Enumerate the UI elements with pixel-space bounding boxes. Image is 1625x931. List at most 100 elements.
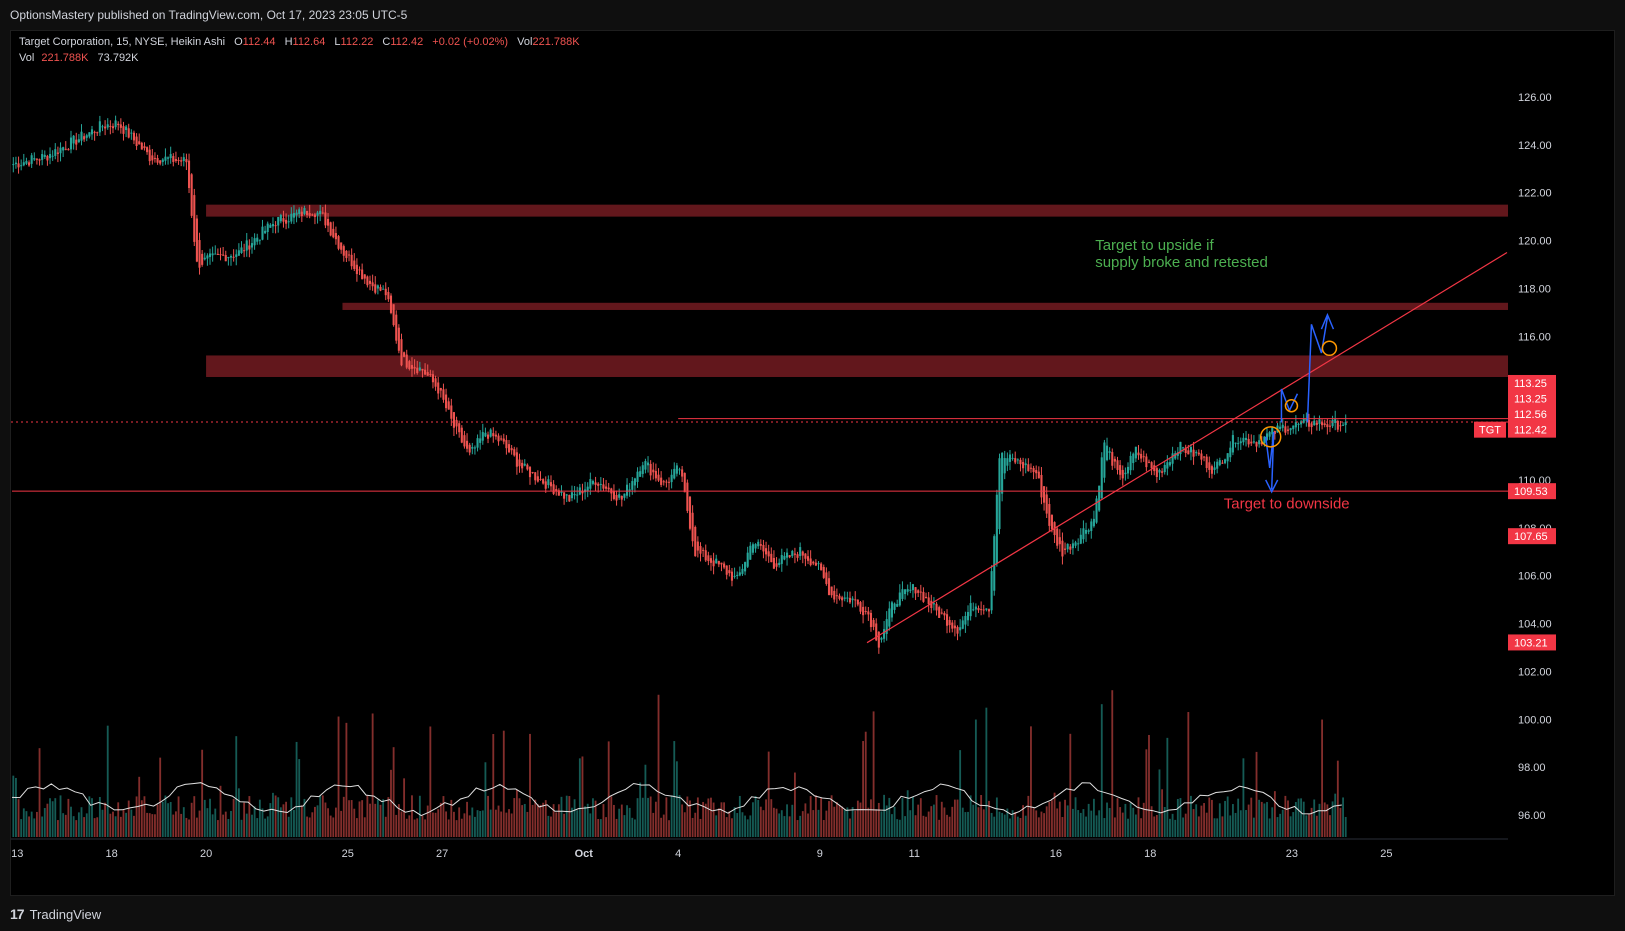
candle-body [494, 434, 497, 437]
volume-bar [657, 694, 660, 837]
volume-bar [1297, 798, 1300, 837]
volume-bar [998, 811, 1001, 837]
volume-bar [345, 722, 348, 837]
candle-body [1066, 543, 1069, 550]
candle-body [1318, 419, 1321, 424]
time-axis[interactable]: 13 18 20 25 27 Oct 4 9 11 16 18 23 25 [11, 838, 1508, 860]
volume-bar [555, 812, 558, 837]
candle-body [869, 612, 873, 628]
volume-bar [17, 799, 20, 837]
candle-body [547, 479, 550, 486]
price-axis[interactable]: 126.00 124.00 122.00 120.00 118.00 116.00 112.… [1474, 31, 1614, 895]
candle-body [421, 368, 424, 371]
candle-body [1237, 443, 1240, 445]
volume-bar [670, 795, 673, 837]
candle-body [938, 607, 941, 618]
volume-bar [135, 796, 138, 837]
candle-body [1197, 452, 1200, 455]
volume-bar [552, 804, 555, 837]
volume-bar [156, 804, 159, 837]
candle-body [248, 245, 251, 250]
candle-body [208, 253, 212, 257]
candle-body [25, 160, 28, 164]
volume-bar [1145, 749, 1148, 837]
volume-bar [731, 818, 733, 837]
candle-body [625, 484, 629, 496]
candle-body [353, 260, 356, 269]
candle-body [961, 620, 964, 629]
candle-body [1260, 442, 1263, 445]
legend-high: 112.64 [293, 36, 326, 48]
volume-bar [846, 807, 849, 837]
candle-body [138, 141, 141, 145]
candle-body [80, 131, 83, 141]
price-label-bg [1508, 483, 1556, 500]
chart-frame[interactable]: Target to upside if supply broke and rete… [10, 30, 1615, 896]
volume-bar [1184, 813, 1187, 837]
legend-open-label: O [234, 36, 243, 48]
volume-bars [11, 690, 1347, 837]
volume-bar [610, 796, 613, 837]
candle-body [612, 490, 615, 499]
candle-body [261, 226, 264, 240]
volume-bar [1190, 795, 1192, 837]
candle-body [114, 120, 117, 128]
volume-bar [1163, 807, 1166, 837]
volume-bar [1064, 799, 1066, 837]
candle-body [1043, 486, 1046, 503]
candle-body [1058, 537, 1061, 545]
candle-body [93, 131, 96, 133]
volume-bar [1205, 812, 1208, 837]
candle-body [966, 612, 970, 621]
volume-bar [253, 806, 256, 837]
candle-body [1158, 469, 1161, 473]
volume-bar [675, 761, 678, 837]
volume-bar [859, 802, 862, 837]
volume-bar [172, 814, 175, 837]
candle-body [382, 288, 385, 290]
candle-body [206, 255, 209, 259]
candle-body [484, 432, 487, 437]
volume-bar [382, 799, 385, 837]
candle-body [862, 606, 865, 616]
volume-bar [211, 814, 214, 837]
candle-body [1168, 462, 1172, 466]
volume-bar [476, 810, 479, 837]
candle-body [1129, 455, 1132, 471]
volume-bar [411, 795, 413, 837]
volume-bar [1250, 797, 1253, 837]
volume-bar [371, 713, 374, 837]
tradingview-logo[interactable]: 17 TradingView [10, 906, 101, 922]
volume-bar [581, 756, 584, 837]
candle-body [607, 487, 610, 490]
candle-body [117, 123, 120, 126]
candle-body [460, 427, 463, 443]
volume-bar [1239, 810, 1242, 837]
price-axis-bg [1508, 31, 1614, 895]
candle-body [190, 174, 193, 216]
candle-body [652, 469, 655, 473]
candle-body [846, 597, 849, 599]
candle-body [1258, 440, 1261, 445]
volume-bar [880, 811, 883, 837]
candle-body [715, 558, 718, 564]
candle-body [222, 254, 225, 256]
candle-body [471, 447, 474, 449]
price-label-bg [1508, 421, 1556, 438]
candle-body [1126, 466, 1130, 474]
candle-body [379, 286, 382, 291]
candle-body [893, 603, 896, 610]
volume-bar [248, 796, 251, 837]
volume-bar [243, 802, 246, 837]
candle-body [287, 221, 290, 223]
volume-bar [804, 803, 807, 837]
volume-bar [888, 797, 891, 837]
volume-bar [177, 796, 180, 837]
volume-bar [321, 795, 324, 837]
volume-bar [618, 808, 621, 837]
volume-bar [117, 802, 120, 837]
volume-bar [668, 820, 670, 837]
volume-bar [521, 805, 524, 837]
